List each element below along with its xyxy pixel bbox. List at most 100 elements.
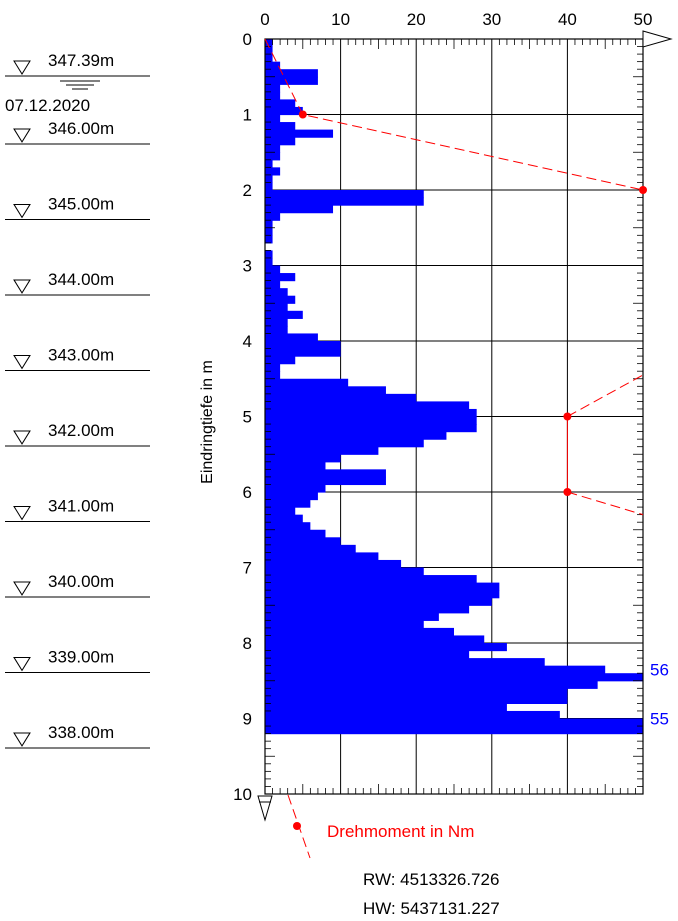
depth-bar (265, 643, 507, 652)
depth-bar (265, 461, 326, 470)
elevation-marker-icon (13, 430, 31, 445)
depth-bar (265, 273, 296, 282)
depth-bar (265, 386, 386, 395)
depth-bar (265, 137, 296, 146)
depth-bar (265, 582, 500, 591)
depth-bar (265, 416, 477, 425)
y-tick-label: 1 (243, 106, 252, 125)
elevation-marker-icon (13, 656, 31, 672)
elevation-marker-icon (13, 60, 31, 75)
elevation-label: 338.00m (48, 723, 114, 742)
overflow-value-label: 55 (650, 710, 669, 729)
depth-bar (265, 227, 273, 236)
y-tick-label: 4 (243, 332, 252, 351)
depth-bar (265, 91, 281, 100)
depth-bar (265, 401, 470, 410)
y-tick-label: 6 (243, 483, 252, 502)
legend-marker (293, 822, 301, 830)
depth-bar (265, 325, 288, 335)
depth-bar (265, 265, 281, 274)
x-tick-label: 30 (482, 10, 501, 29)
depth-bar (265, 492, 318, 501)
depth-bar (265, 250, 273, 259)
depth-bar (265, 627, 454, 637)
elevation-marker-icon (13, 354, 31, 370)
depth-bar (265, 575, 477, 584)
depth-bar (265, 182, 273, 191)
depth-bar (265, 356, 296, 365)
depth-bar (265, 333, 318, 342)
elevation-marker-icon (13, 128, 31, 143)
depth-bar (265, 378, 349, 387)
legend: Drehmoment in Nm (287, 794, 474, 859)
depth-bar (265, 190, 424, 199)
depth-bar (265, 205, 334, 214)
depth-bar (265, 635, 485, 644)
depth-bar (265, 69, 318, 78)
depth-bar (265, 507, 296, 516)
elevation-label: 347.39m (48, 51, 114, 70)
depth-bar (265, 680, 598, 689)
x-tick-label: 40 (558, 10, 577, 29)
depth-bar (265, 726, 643, 735)
depth-bar (265, 257, 273, 267)
overflow-value-label: 56 (650, 660, 669, 679)
depth-bar (265, 212, 281, 221)
elevation-marker-icon (13, 505, 31, 521)
depth-bar (265, 673, 643, 682)
elevation-label: 344.00m (48, 270, 114, 289)
y-axis-label: Eindringtiefe in m (199, 360, 216, 484)
depth-bar (265, 280, 281, 289)
depth-bar (265, 295, 296, 304)
depth-bar (265, 658, 545, 667)
axis-triangles (257, 30, 673, 822)
x-tick-labels: 0 10 20 30 40 50 (260, 10, 652, 29)
depth-bar (265, 605, 470, 614)
elevation-label: 345.00m (48, 194, 114, 213)
elevation-label: 340.00m (48, 572, 114, 591)
depth-bar (265, 620, 424, 629)
elevation-label: 339.00m (48, 647, 114, 666)
depth-bar (265, 318, 288, 327)
depth-bar (265, 559, 402, 569)
depth-bar (265, 310, 303, 319)
depth-bar (265, 529, 326, 538)
depth-bar (265, 612, 439, 621)
axis-bottom-triangle-icon (257, 795, 273, 822)
depth-bar (265, 665, 606, 674)
depth-bar (265, 537, 341, 546)
depth-bar (265, 174, 273, 184)
depth-bar (265, 484, 326, 493)
x-tick-label: 20 (407, 10, 426, 29)
depth-bar (265, 99, 296, 108)
x-tick-label: 10 (331, 10, 350, 29)
elevation-scale: 347.39m 07.12.2020 346.00m 345.00m 344.00m 34… (5, 51, 150, 749)
y-tick-label: 9 (243, 710, 252, 729)
elevation-label: 343.00m (48, 345, 114, 364)
depth-bar (265, 408, 477, 418)
depth-bar (265, 363, 281, 372)
depth-bar (265, 197, 424, 206)
elevation-label: 342.00m (48, 421, 114, 440)
y-tick-label: 7 (243, 559, 252, 578)
depth-bar (265, 220, 273, 229)
x-tick-label: 0 (260, 10, 269, 29)
x-tick-label: 50 (634, 10, 653, 29)
y-tick-label: 3 (243, 257, 252, 276)
torque-point (298, 110, 307, 119)
depth-bar (265, 54, 273, 63)
elevation-label: 346.00m (48, 119, 114, 138)
y-tick-label: 0 (243, 30, 252, 49)
minor-ticks (265, 39, 643, 794)
depth-bar (265, 114, 281, 123)
elevation-marker-icon (13, 203, 31, 219)
depth-bar (265, 348, 341, 357)
depth-bar (265, 431, 447, 440)
elevation-marker-icon (13, 581, 31, 596)
torque-point (563, 488, 572, 496)
overflow-labels: 56 55 (650, 660, 669, 728)
legend-label: Drehmoment in Nm (327, 822, 474, 841)
y-tick-labels: 0 1 2 3 4 5 6 7 8 9 10 (233, 30, 252, 804)
depth-bar (265, 152, 281, 161)
